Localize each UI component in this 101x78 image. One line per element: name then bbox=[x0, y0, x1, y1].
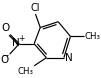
Text: O: O bbox=[1, 23, 9, 33]
Text: N: N bbox=[65, 53, 73, 63]
Text: CH₃: CH₃ bbox=[18, 67, 34, 76]
Text: O: O bbox=[1, 55, 9, 65]
Text: −: − bbox=[1, 50, 9, 59]
Text: CH₃: CH₃ bbox=[84, 32, 100, 41]
Text: +: + bbox=[18, 34, 25, 43]
Text: N: N bbox=[12, 38, 20, 48]
Text: Cl: Cl bbox=[30, 3, 40, 13]
